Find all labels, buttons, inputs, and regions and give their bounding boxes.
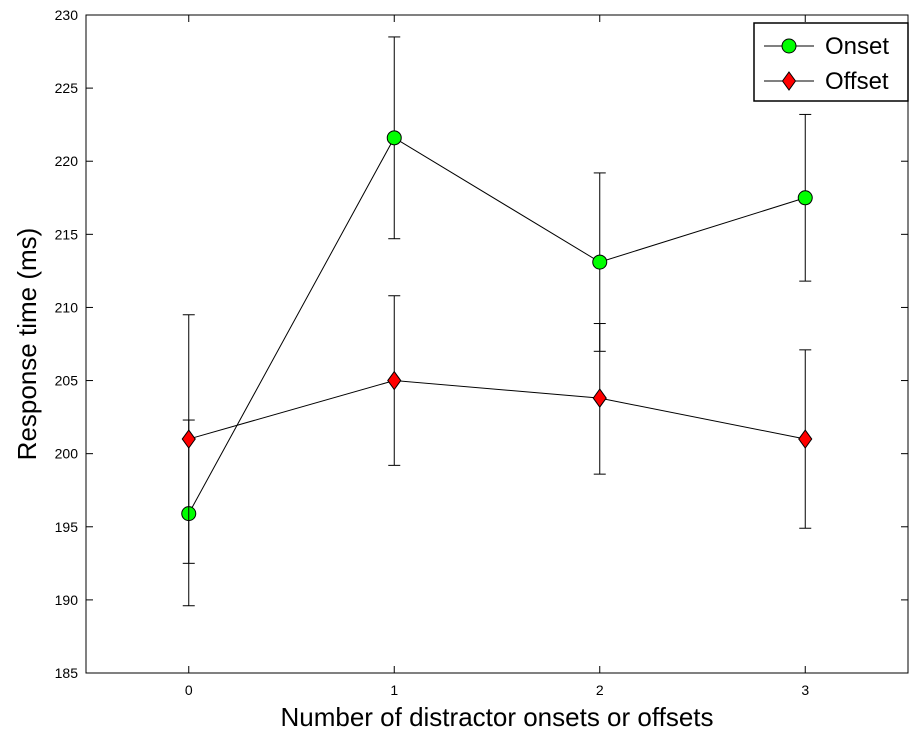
series-layer — [181, 36, 813, 607]
legend-box — [753, 22, 909, 102]
x-tick-label: 3 — [801, 682, 809, 698]
legend-marker — [781, 38, 797, 54]
series-line — [188, 380, 806, 440]
x-tick-label: 2 — [596, 682, 604, 698]
data-point — [592, 388, 607, 408]
y-tick-label: 185 — [55, 665, 79, 681]
data-point — [797, 190, 813, 206]
x-tick-label: 0 — [185, 682, 193, 698]
x-axis-label: Number of distractor onsets or offsets — [280, 702, 713, 731]
y-axis-label: Response time (ms) — [12, 228, 42, 461]
data-point — [181, 429, 196, 449]
data-point — [798, 429, 813, 449]
y-tick-label: 190 — [55, 592, 79, 608]
legend: Onset Offset — [753, 22, 909, 102]
legend-label: Onset — [825, 33, 889, 60]
y-tick-label: 225 — [55, 80, 79, 96]
y-tick-label: 200 — [55, 446, 79, 462]
y-tick-label: 210 — [55, 299, 79, 315]
x-tick-label: 1 — [390, 682, 398, 698]
series-line — [188, 137, 806, 514]
y-tick-label: 215 — [55, 226, 79, 242]
data-point — [387, 370, 402, 391]
y-tick-label: 230 — [55, 7, 79, 23]
axis-ticks: 185 190 195 200 205 210 215 220 225 230 0 1 2 3 — [55, 7, 908, 698]
data-point — [386, 130, 402, 146]
legend-marker — [781, 71, 797, 91]
data-point — [592, 254, 608, 270]
legend-label: Offset — [825, 68, 889, 95]
y-tick-label: 220 — [55, 153, 79, 169]
plot-area — [85, 14, 909, 674]
y-tick-label: 195 — [55, 519, 79, 535]
series-offset — [181, 295, 813, 564]
y-tick-label: 205 — [55, 373, 79, 389]
